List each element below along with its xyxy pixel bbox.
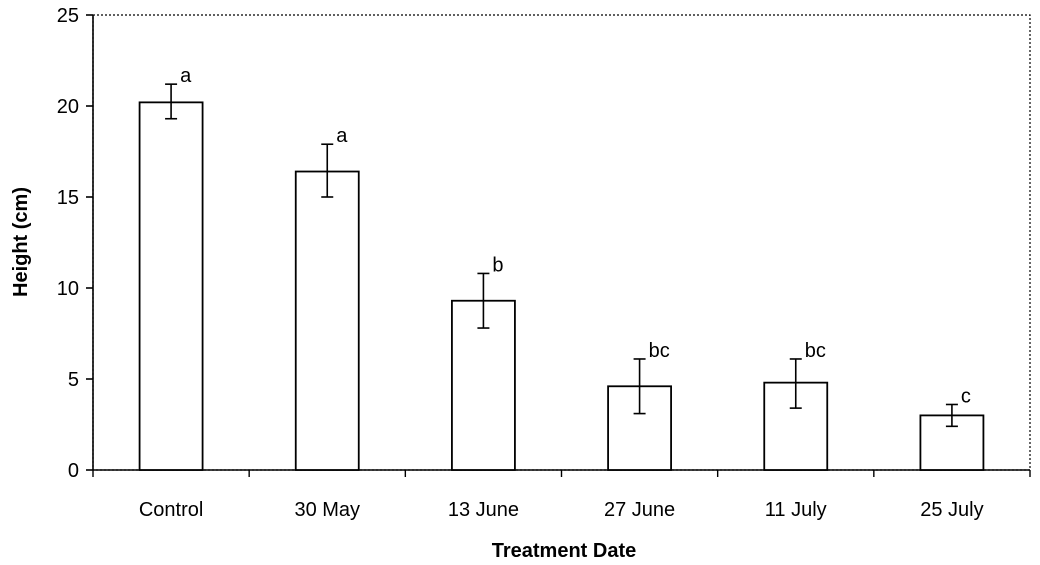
significance-label: bc bbox=[649, 340, 670, 362]
error-bars bbox=[165, 83, 958, 428]
y-axis-title: Height (cm) bbox=[10, 187, 32, 297]
significance-label: a bbox=[336, 125, 348, 147]
y-tick-label: 15 bbox=[57, 187, 79, 209]
x-tick-label: 30 May bbox=[294, 499, 360, 521]
significance-label: b bbox=[492, 254, 503, 276]
y-tick-label: 25 bbox=[57, 5, 79, 27]
plot-area bbox=[92, 14, 1031, 471]
y-tick-label: 0 bbox=[68, 460, 79, 482]
significance-labels: a a b bc bc c bbox=[180, 65, 971, 407]
bar bbox=[451, 299, 516, 471]
bar bbox=[294, 170, 360, 471]
significance-label: bc bbox=[805, 340, 826, 362]
y-tick-label: 10 bbox=[57, 278, 79, 300]
y-tick-label: 20 bbox=[57, 96, 79, 118]
x-tick-label: Control bbox=[139, 499, 203, 521]
y-axis-ticks: 0 5 10 15 20 25 bbox=[57, 5, 93, 482]
x-tick-label: 27 June bbox=[604, 499, 675, 521]
bar bbox=[138, 101, 204, 471]
x-tick-label: 11 July bbox=[765, 499, 827, 521]
significance-label: c bbox=[961, 385, 971, 407]
x-tick-label: 25 July bbox=[920, 499, 983, 521]
x-tick-label: 13 June bbox=[448, 499, 519, 521]
x-axis-title: Treatment Date bbox=[492, 540, 637, 562]
significance-label: a bbox=[180, 65, 192, 87]
x-axis-ticks: Control 30 May 13 June 27 June 11 July 25 Jul… bbox=[92, 470, 1031, 521]
y-tick-label: 5 bbox=[68, 369, 79, 391]
